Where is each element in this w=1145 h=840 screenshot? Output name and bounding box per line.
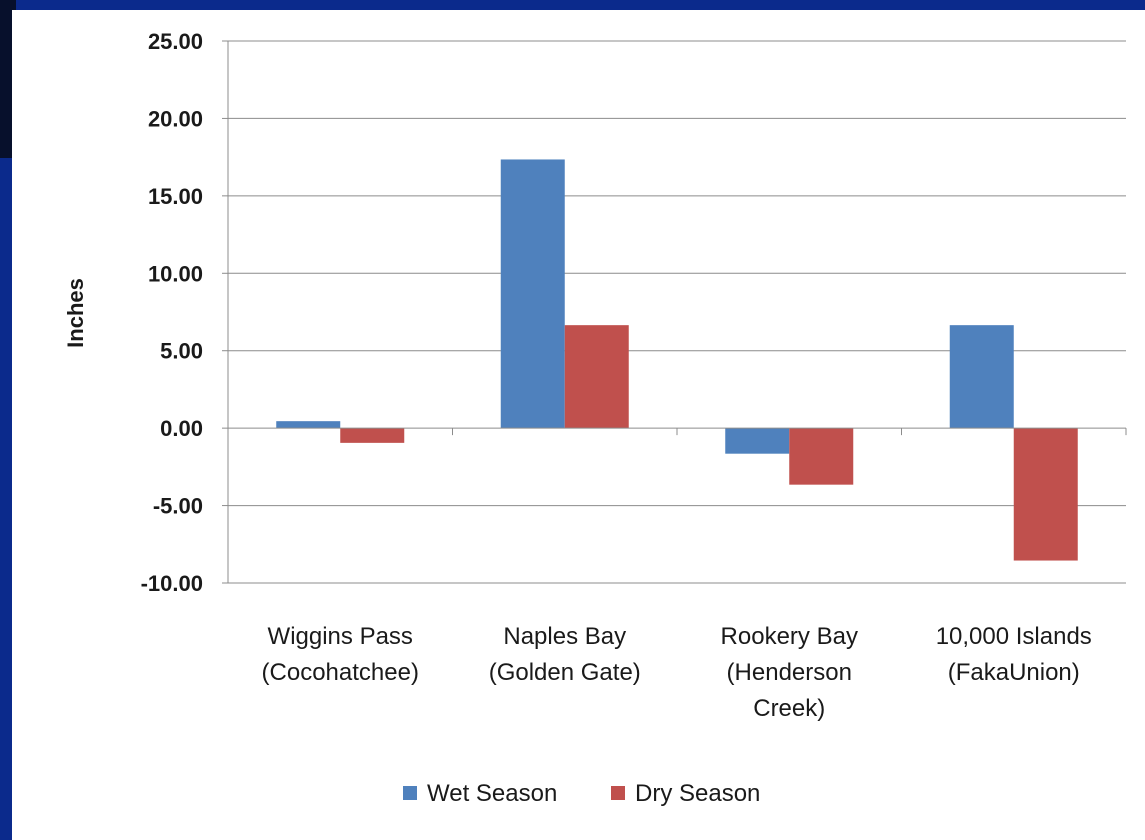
- wet-season-bar: [276, 421, 341, 429]
- y-tick-label: 25.00: [148, 29, 203, 54]
- category-labels: Wiggins Pass (Cocohatchee) Naples Bay (Gold…: [262, 623, 1092, 722]
- category-label: (Henderson: [727, 659, 852, 686]
- category-label: Rookery Bay: [721, 623, 858, 650]
- category-label: (Golden Gate): [489, 659, 641, 686]
- y-tick-labels: 25.00 20.00 15.00 10.00 5.00 0.00 -5.00 -10.00: [141, 29, 203, 596]
- legend: Wet Season Dry Season: [403, 780, 760, 807]
- y-axis-title: Inches: [63, 278, 88, 348]
- dry-season-bar: [1013, 428, 1078, 561]
- gridlines: [228, 40, 1126, 584]
- axes: [222, 40, 1127, 584]
- y-tick-label: 10.00: [148, 261, 203, 286]
- bars: [276, 159, 1078, 561]
- wet-season-bar: [725, 428, 790, 454]
- y-tick-label: -10.00: [141, 571, 203, 596]
- category-label: Naples Bay: [503, 623, 626, 650]
- category-label: Creek): [753, 695, 825, 722]
- y-tick-label: -5.00: [153, 494, 203, 519]
- dry-season-bar: [340, 428, 405, 443]
- dry-season-bar: [789, 428, 854, 485]
- y-tick-label: 0.00: [160, 416, 203, 441]
- wet-season-bar: [500, 159, 565, 429]
- category-label: 10,000 Islands: [936, 623, 1092, 650]
- category-label: (Cocohatchee): [262, 659, 419, 686]
- category-label: (FakaUnion): [948, 659, 1080, 686]
- dry-season-bar: [564, 325, 629, 429]
- legend-label-dry: Dry Season: [635, 780, 760, 807]
- y-tick-label: 15.00: [148, 184, 203, 209]
- wet-season-bar: [949, 325, 1014, 429]
- legend-swatch-wet: [403, 786, 417, 800]
- legend-swatch-dry: [611, 786, 625, 800]
- y-tick-label: 5.00: [160, 339, 203, 364]
- legend-label-wet: Wet Season: [427, 780, 557, 807]
- category-label: Wiggins Pass: [268, 623, 413, 650]
- y-tick-label: 20.00: [148, 106, 203, 131]
